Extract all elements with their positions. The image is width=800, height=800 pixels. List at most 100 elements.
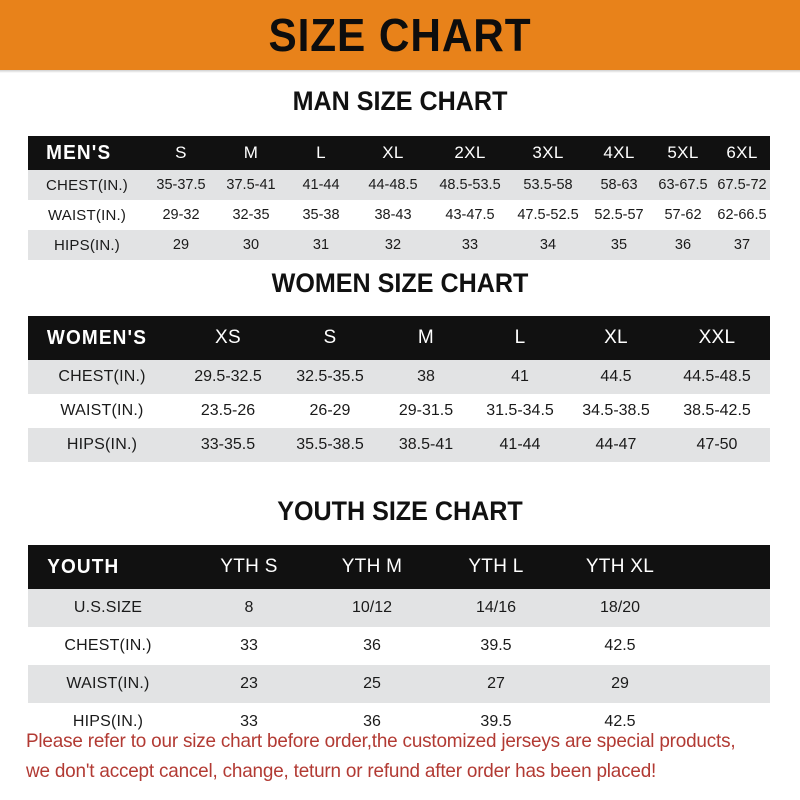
table-row: HIPS(IN.) 33 36 39.5 42.5 bbox=[28, 703, 770, 741]
table-row: CHEST(IN.) 33 36 39.5 42.5 bbox=[28, 627, 770, 665]
men-row-label: HIPS(IN.) bbox=[54, 236, 120, 254]
men-size-header: XL bbox=[382, 143, 404, 162]
table-row: WAIST(IN.) 23.5-26 26-29 29-31.5 31.5-34… bbox=[28, 394, 770, 428]
women-cell: 47-50 bbox=[696, 436, 738, 453]
women-cell: 38.5-42.5 bbox=[683, 402, 751, 419]
women-size-header: XS bbox=[215, 327, 241, 348]
men-size-header: 2XL bbox=[454, 143, 486, 162]
order-policy-line-2: we don't accept cancel, change, teturn o… bbox=[26, 760, 657, 782]
women-cell: 44.5 bbox=[600, 368, 632, 385]
women-row-label: CHEST(IN.) bbox=[58, 368, 146, 385]
women-size-header: M bbox=[417, 327, 435, 348]
men-size-header: L bbox=[316, 143, 326, 162]
men-cell: 29 bbox=[172, 237, 190, 253]
men-size-header: M bbox=[243, 143, 259, 162]
men-cell: 37 bbox=[733, 237, 751, 253]
youth-size-header: YTH XL bbox=[585, 556, 655, 577]
men-cell: 52.5-57 bbox=[594, 207, 644, 223]
men-cell: 44-48.5 bbox=[368, 177, 418, 193]
men-cell: 57-62 bbox=[664, 207, 702, 223]
men-group-label: MEN'S bbox=[46, 141, 112, 164]
women-size-header: S bbox=[323, 327, 337, 348]
order-policy-line-1: Please refer to our size chart before or… bbox=[26, 730, 736, 752]
youth-row-label: HIPS(IN.) bbox=[72, 713, 144, 730]
men-row-label: WAIST(IN.) bbox=[47, 206, 127, 224]
youth-cell: 36 bbox=[363, 713, 381, 730]
men-cell: 58-63 bbox=[600, 177, 638, 193]
women-cell: 29.5-32.5 bbox=[194, 368, 262, 385]
youth-cell: 33 bbox=[240, 637, 258, 654]
youth-cell: 42.5 bbox=[604, 637, 636, 654]
men-cell: 31 bbox=[312, 237, 330, 253]
men-section-title: MAN SIZE CHART bbox=[292, 86, 508, 116]
youth-cell: 36 bbox=[363, 637, 381, 654]
women-table-header-row: WOMEN'S XS S M L XL XXL bbox=[28, 316, 770, 360]
women-cell: 41 bbox=[511, 368, 529, 385]
men-size-header: 4XL bbox=[603, 143, 635, 162]
men-size-table: MEN'S S M L XL 2XL 3XL 4XL 5XL 6XL CHEST… bbox=[28, 136, 770, 260]
youth-row-label: WAIST(IN.) bbox=[66, 675, 150, 692]
youth-cell: 10/12 bbox=[351, 599, 393, 616]
men-cell: 32-35 bbox=[232, 207, 270, 223]
youth-cell: 27 bbox=[487, 675, 505, 692]
women-cell: 29-31.5 bbox=[398, 402, 454, 419]
table-row: CHEST(IN.) 29.5-32.5 32.5-35.5 38 41 44.… bbox=[28, 360, 770, 394]
banner-shadow-divider bbox=[0, 70, 800, 73]
men-cell: 38-43 bbox=[374, 207, 412, 223]
youth-cell: 23 bbox=[240, 675, 258, 692]
table-row: HIPS(IN.) 33-35.5 35.5-38.5 38.5-41 41-4… bbox=[28, 428, 770, 462]
men-cell: 37.5-41 bbox=[226, 177, 276, 193]
men-cell: 35 bbox=[610, 237, 628, 253]
men-cell: 62-66.5 bbox=[717, 207, 767, 223]
order-policy-note: Please refer to our size chart before or… bbox=[26, 726, 755, 786]
men-cell: 43-47.5 bbox=[445, 207, 495, 223]
youth-cell: 8 bbox=[244, 599, 254, 616]
men-cell: 53.5-58 bbox=[523, 177, 573, 193]
women-cell: 38.5-41 bbox=[398, 436, 454, 453]
youth-cell: 18/20 bbox=[599, 599, 641, 616]
men-size-header: 6XL bbox=[726, 143, 758, 162]
table-row: CHEST(IN.) 35-37.5 37.5-41 41-44 44-48.5… bbox=[28, 170, 770, 200]
youth-row-spacer bbox=[682, 665, 770, 703]
women-cell: 35.5-38.5 bbox=[296, 436, 364, 453]
youth-size-header: YTH L bbox=[468, 556, 524, 577]
women-size-header: XL bbox=[604, 327, 628, 348]
women-row-label: HIPS(IN.) bbox=[66, 436, 138, 453]
women-cell: 26-29 bbox=[309, 402, 351, 419]
women-cell: 41-44 bbox=[499, 436, 541, 453]
page-title: SIZE CHART bbox=[268, 9, 532, 61]
men-size-header: 5XL bbox=[667, 143, 699, 162]
youth-cell: 39.5 bbox=[480, 713, 512, 730]
youth-group-label: YOUTH bbox=[47, 555, 120, 578]
youth-size-table: YOUTH YTH S YTH M YTH L YTH XL U.S.SIZE … bbox=[28, 545, 770, 741]
men-cell: 47.5-52.5 bbox=[517, 207, 579, 223]
men-cell: 67.5-72 bbox=[717, 177, 767, 193]
men-size-header: S bbox=[175, 143, 187, 162]
men-table-header-row: MEN'S S M L XL 2XL 3XL 4XL 5XL 6XL bbox=[28, 136, 770, 170]
women-cell: 33-35.5 bbox=[200, 436, 256, 453]
men-cell: 35-38 bbox=[302, 207, 340, 223]
table-row: HIPS(IN.) 29 30 31 32 33 34 35 36 37 bbox=[28, 230, 770, 260]
women-section-title: WOMEN SIZE CHART bbox=[271, 268, 529, 298]
youth-section-title: YOUTH SIZE CHART bbox=[277, 496, 523, 526]
women-group-label: WOMEN'S bbox=[46, 326, 148, 349]
men-cell: 32 bbox=[384, 237, 402, 253]
women-cell: 32.5-35.5 bbox=[296, 368, 364, 385]
men-cell: 48.5-53.5 bbox=[439, 177, 501, 193]
women-size-header: XXL bbox=[698, 327, 736, 348]
youth-cell: 14/16 bbox=[475, 599, 517, 616]
youth-row-spacer bbox=[682, 627, 770, 665]
men-cell: 36 bbox=[674, 237, 692, 253]
youth-cell: 33 bbox=[240, 713, 258, 730]
men-cell: 41-44 bbox=[302, 177, 340, 193]
women-cell: 44.5-48.5 bbox=[683, 368, 751, 385]
youth-cell: 39.5 bbox=[480, 637, 512, 654]
women-cell: 38 bbox=[417, 368, 435, 385]
women-cell: 23.5-26 bbox=[200, 402, 256, 419]
youth-row-label: U.S.SIZE bbox=[73, 599, 143, 616]
men-cell: 30 bbox=[242, 237, 260, 253]
table-row: WAIST(IN.) 23 25 27 29 bbox=[28, 665, 770, 703]
women-cell: 31.5-34.5 bbox=[486, 402, 554, 419]
page-banner: SIZE CHART bbox=[0, 0, 800, 70]
